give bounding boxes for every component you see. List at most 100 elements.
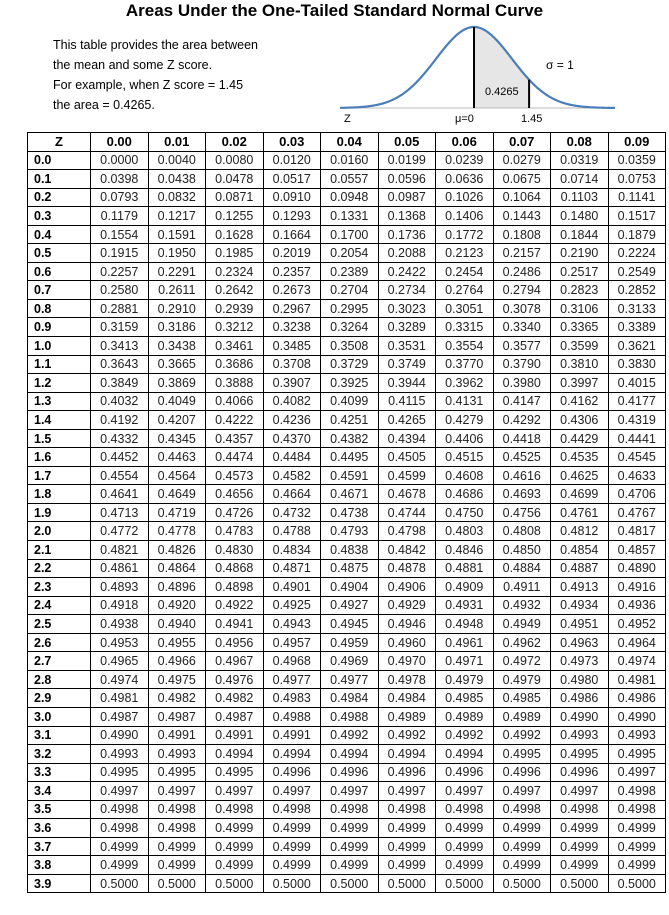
area-cell: 0.4830 (205, 540, 264, 560)
area-cell: 0.4916 (607, 577, 666, 597)
area-cell: 0.4177 (607, 391, 666, 412)
table-row: 3.5 0.4998 0.4998 0.4998 0.4998 0.4998 0.4998 0… (27, 799, 666, 820)
area-cell: 0.4857 (607, 540, 666, 560)
area-cell: 0.3980 (492, 373, 551, 393)
area-cell: 0.4997 (607, 762, 666, 783)
area-cell: 0.4996 (435, 762, 494, 783)
z-value-cell: 2.5 (27, 614, 91, 634)
area-cell: 0.3238 (262, 317, 321, 338)
area-cell: 0.4978 (377, 669, 436, 690)
area-cell: 0.3340 (492, 317, 551, 338)
area-cell: 0.4803 (435, 521, 494, 542)
area-cell: 0.4997 (377, 781, 436, 801)
area-cell: 0.4641 (90, 484, 149, 504)
area-cell: 0.3485 (262, 336, 321, 356)
table-row: 1.5 0.4332 0.4345 0.4357 0.4370 0.4382 0.4394 0… (27, 428, 666, 449)
area-cell: 0.5000 (205, 873, 264, 894)
area-cell: 0.4357 (205, 428, 264, 449)
area-cell: 0.4999 (550, 818, 609, 838)
area-cell: 0.4115 (377, 391, 436, 412)
area-cell: 0.2019 (262, 243, 321, 263)
area-cell: 0.4767 (607, 502, 666, 523)
area-cell: 0.4998 (320, 799, 379, 820)
column-header: 0.04 (320, 132, 379, 152)
area-cell: 0.4999 (607, 836, 666, 857)
area-cell: 0.3665 (147, 354, 206, 375)
area-cell: 0.2324 (205, 261, 264, 282)
area-cell: 0.4988 (262, 706, 321, 727)
z-table: Z 0.00 0.01 0.02 0.03 0.04 0.05 0.06 0.07 0.08 0.0… (27, 132, 666, 894)
area-cell: 0.5000 (492, 873, 551, 894)
area-cell: 0.4972 (492, 651, 551, 671)
area-cell: 0.3051 (435, 298, 494, 319)
area-cell: 0.4989 (492, 706, 551, 727)
area-cell: 0.4909 (435, 577, 494, 597)
column-header: 0.05 (377, 132, 436, 152)
area-cell: 0.4988 (320, 706, 379, 727)
area-cell: 0.4686 (435, 484, 494, 504)
area-cell: 0.4999 (377, 818, 436, 838)
area-cell: 0.4838 (320, 540, 379, 560)
area-cell: 0.4429 (550, 428, 609, 449)
area-cell: 0.4946 (377, 614, 436, 634)
area-cell: 0.4319 (607, 410, 666, 430)
table-row: 1.4 0.4192 0.4207 0.4222 0.4236 0.4251 0.4265 0… (27, 410, 666, 430)
area-cell: 0.4961 (435, 632, 494, 653)
area-cell: 0.4987 (205, 706, 264, 727)
table-row: 1.8 0.4641 0.4649 0.4656 0.4664 0.4671 0.4678 0… (27, 484, 666, 504)
table-row: 2.7 0.4965 0.4966 0.4967 0.4968 0.4969 0.4970 0… (27, 651, 666, 671)
area-cell: 0.4955 (147, 632, 206, 653)
area-cell: 0.4993 (607, 725, 666, 746)
area-cell: 0.2580 (90, 280, 149, 300)
table-row: 3.1 0.4990 0.4991 0.4991 0.4991 0.4992 0.4992 0… (27, 725, 666, 746)
z-value-cell: 3.5 (27, 799, 91, 820)
area-cell: 0.4998 (492, 799, 551, 820)
area-cell: 0.4222 (205, 410, 264, 430)
area-cell: 0.0987 (377, 187, 436, 208)
z-value-cell: 3.2 (27, 744, 91, 764)
table-row: 3.0 0.4987 0.4987 0.4987 0.4988 0.4988 0.4989 0… (27, 706, 666, 727)
area-cell: 0.4996 (492, 762, 551, 783)
area-cell: 0.2422 (377, 261, 436, 282)
area-cell: 0.4998 (262, 799, 321, 820)
area-cell: 0.0160 (320, 150, 379, 171)
area-cell: 0.4406 (435, 428, 494, 449)
z-header: Z (27, 132, 91, 152)
area-cell: 0.4279 (435, 410, 494, 430)
area-cell: 0.0080 (205, 150, 264, 171)
area-cell: 0.4983 (262, 688, 321, 708)
area-cell: 0.3554 (435, 336, 494, 356)
table-row: 2.4 0.4918 0.4920 0.4922 0.4925 0.4927 0.4929 0… (27, 595, 666, 616)
area-cell: 0.0199 (377, 150, 436, 171)
area-cell: 0.3810 (550, 354, 609, 375)
area-cell: 0.0279 (492, 150, 551, 171)
intro-line: the area = 0.4265. (53, 98, 155, 112)
area-cell: 0.4798 (377, 521, 436, 542)
area-cell: 0.2123 (435, 243, 494, 263)
area-cell: 0.4893 (90, 577, 149, 597)
area-cell: 0.4997 (435, 781, 494, 801)
area-cell: 0.0910 (262, 187, 321, 208)
table-row: 2.0 0.4772 0.4778 0.4783 0.4788 0.4793 0.4798 0… (27, 521, 666, 542)
z-value-cell: 1.4 (27, 410, 91, 430)
area-cell: 0.4998 (550, 799, 609, 820)
area-cell: 0.4750 (435, 502, 494, 523)
area-cell: 0.4929 (377, 595, 436, 616)
area-cell: 0.1591 (147, 224, 206, 245)
area-cell: 0.4573 (205, 465, 264, 486)
table-row: 3.4 0.4997 0.4997 0.4997 0.4997 0.4997 0.4997 0… (27, 781, 666, 801)
area-cell: 0.0517 (262, 169, 321, 189)
area-cell: 0.3133 (607, 298, 666, 319)
table-row: 3.9 0.5000 0.5000 0.5000 0.5000 0.5000 0.5000 0… (27, 873, 666, 894)
area-cell: 0.4582 (262, 465, 321, 486)
area-cell: 0.0832 (147, 187, 206, 208)
area-cell: 0.5000 (320, 873, 379, 894)
table-row: 0.6 0.2257 0.2291 0.2324 0.2357 0.2389 0.2422 0… (27, 261, 666, 282)
area-cell: 0.4999 (147, 855, 206, 875)
area-cell: 0.4452 (90, 447, 149, 467)
area-cell: 0.4738 (320, 502, 379, 523)
area-cell: 0.3438 (147, 336, 206, 356)
sigma-label: σ = 1 (546, 58, 574, 72)
area-cell: 0.5000 (147, 873, 206, 894)
area-cell: 0.4994 (320, 744, 379, 764)
